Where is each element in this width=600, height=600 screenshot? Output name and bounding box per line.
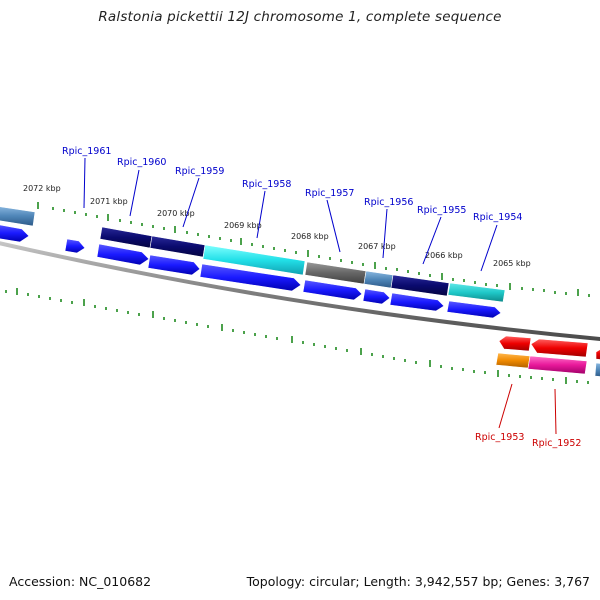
map-title: Ralstonia pickettii 12J chromosome 1, co… <box>98 9 502 25</box>
gene-arrow[interactable] <box>498 335 532 352</box>
kbp-label: 2068 kbp <box>291 232 329 241</box>
feature-track-upper <box>0 206 506 303</box>
topology-text: Topology: circular; Length: 3,942,557 bp… <box>246 574 590 589</box>
gene-label[interactable]: Rpic_1958 <box>242 179 291 190</box>
gene-block[interactable] <box>0 206 36 227</box>
gene-arrow[interactable] <box>147 254 201 276</box>
gene-label[interactable]: Rpic_1959 <box>175 166 224 177</box>
gene-label[interactable]: Rpic_1954 <box>473 212 522 223</box>
leader-lines-top <box>83 157 498 272</box>
gene-arrow[interactable] <box>0 224 30 243</box>
plus-strand-genes <box>0 224 502 319</box>
gene-block[interactable] <box>149 235 206 258</box>
kbp-label: 2069 kbp <box>224 221 262 230</box>
gene-arrow[interactable] <box>389 292 445 312</box>
gene-block[interactable] <box>304 261 367 285</box>
chromosome-backbone <box>0 241 600 342</box>
gene-block[interactable] <box>527 355 588 375</box>
gene-block[interactable] <box>202 244 306 276</box>
inner-scale <box>5 288 589 384</box>
kbp-label: 2071 kbp <box>90 197 128 206</box>
accession-text: Accession: NC_010682 <box>9 574 152 589</box>
gene-label[interactable]: Rpic_1953 <box>475 432 524 443</box>
gene-arrow[interactable] <box>64 238 86 254</box>
gene-block[interactable] <box>495 352 531 369</box>
kbp-label: 2067 kbp <box>358 242 396 251</box>
minus-strand-genes <box>495 335 600 377</box>
gene-arrow[interactable] <box>530 338 589 358</box>
gene-arrow[interactable] <box>595 347 600 360</box>
gene-arrow[interactable] <box>362 288 391 305</box>
kbp-label: 2072 kbp <box>23 184 61 193</box>
gene-block[interactable] <box>447 282 506 303</box>
gene-arrow[interactable] <box>199 263 302 292</box>
gene-label[interactable]: Rpic_1957 <box>305 188 354 199</box>
kbp-labels: 2072 kbp 2071 kbp 2070 kbp 2069 kbp 2068… <box>23 184 531 268</box>
outer-kbp-scale <box>37 202 590 297</box>
gene-block[interactable] <box>363 270 394 289</box>
gene-label[interactable]: Rpic_1960 <box>117 157 166 168</box>
gene-label[interactable]: Rpic_1952 <box>532 438 581 449</box>
gene-label[interactable]: Rpic_1961 <box>62 146 111 157</box>
gene-block[interactable] <box>99 226 153 249</box>
gene-labels: Rpic_1961 Rpic_1960 Rpic_1959 Rpic_1958 … <box>62 146 581 449</box>
leader-lines-bottom <box>498 383 557 435</box>
gene-arrow[interactable] <box>302 279 363 301</box>
kbp-label: 2066 kbp <box>425 251 463 260</box>
gene-arrow[interactable] <box>446 300 502 319</box>
gene-block[interactable] <box>594 362 600 377</box>
gene-label[interactable]: Rpic_1956 <box>364 197 413 208</box>
kbp-label: 2065 kbp <box>493 259 531 268</box>
gene-arrow[interactable] <box>96 243 150 266</box>
gene-label[interactable]: Rpic_1955 <box>417 205 466 216</box>
kbp-label: 2070 kbp <box>157 209 195 218</box>
gene-block[interactable] <box>390 274 450 297</box>
